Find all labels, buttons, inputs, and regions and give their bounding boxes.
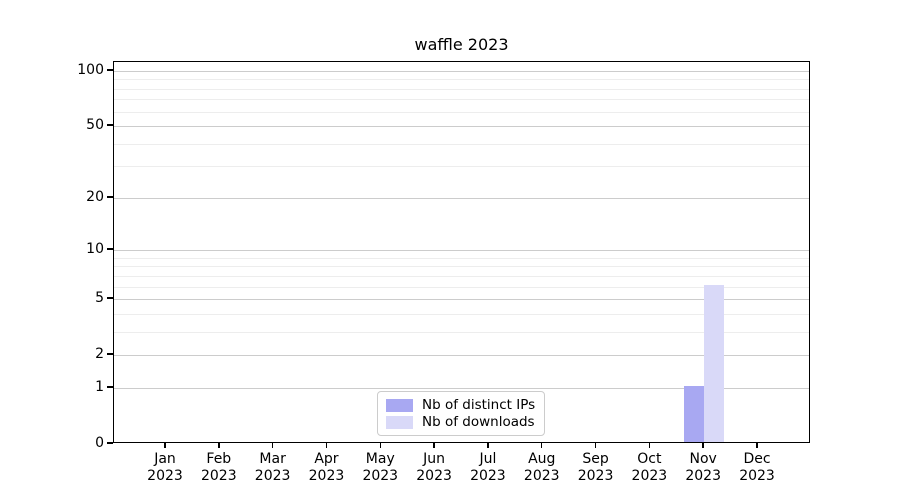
y-tick-label: 0 <box>95 435 104 451</box>
x-tick-mark <box>379 443 382 448</box>
gridline-major <box>114 71 809 72</box>
gridline-minor <box>114 99 809 101</box>
legend-swatch-distinct-ips <box>386 398 413 412</box>
x-tick-mark <box>540 443 543 448</box>
y-tick-label: 20 <box>86 188 104 205</box>
x-tick-mark <box>164 443 166 448</box>
x-tick-label: Mar 2023 <box>254 451 291 484</box>
gridline-minor <box>114 88 809 90</box>
x-tick-label: Sep 2023 <box>577 451 614 484</box>
x-tick-mark <box>702 443 704 448</box>
x-tick-mark <box>218 443 220 448</box>
gridline-minor <box>114 111 809 113</box>
gridline-minor <box>114 266 809 268</box>
y-tick-label: 100 <box>77 62 104 78</box>
x-tick-mark <box>756 443 758 448</box>
y-tick-label: 5 <box>95 290 104 307</box>
gridline-major <box>114 126 809 128</box>
gridline-major <box>114 299 809 301</box>
gridline-major <box>114 197 809 199</box>
gridline-minor <box>114 143 809 145</box>
legend-item-distinct-ips: Nb of distinct IPs <box>386 397 536 413</box>
legend-item-downloads: Nb of downloads <box>386 414 536 430</box>
y-tick-mark <box>107 124 113 126</box>
y-tick-mark <box>107 442 113 444</box>
y-tick-mark <box>107 69 113 71</box>
gridline-minor <box>114 313 809 315</box>
y-tick-label: 50 <box>86 117 104 134</box>
x-tick-mark <box>487 443 489 448</box>
x-tick-mark <box>594 443 597 448</box>
gridline-minor <box>114 257 809 259</box>
x-tick-mark <box>648 443 651 448</box>
x-tick-mark <box>325 443 328 448</box>
gridline-major <box>114 355 809 357</box>
legend-swatch-downloads <box>386 415 413 429</box>
gridline-minor <box>114 275 809 277</box>
x-tick-label: May 2023 <box>362 451 399 484</box>
gridline-major <box>114 250 809 252</box>
x-tick-label: Jan 2023 <box>147 451 183 484</box>
y-tick-mark <box>107 248 113 250</box>
x-tick-mark <box>271 443 274 448</box>
y-tick-mark <box>107 196 113 198</box>
x-tick-label: Jul 2023 <box>470 451 506 484</box>
gridline-minor <box>114 166 809 168</box>
y-tick-mark <box>107 386 113 388</box>
x-tick-label: Feb 2023 <box>200 451 237 484</box>
bar-distinct-ips <box>684 385 705 442</box>
x-tick-label: Jun 2023 <box>416 451 452 484</box>
gridline-major <box>114 387 809 389</box>
y-tick-label: 1 <box>95 378 104 395</box>
y-tick-mark <box>107 297 113 299</box>
gridline-minor <box>114 331 809 333</box>
legend: Nb of distinct IPs Nb of downloads <box>377 391 545 436</box>
y-tick-label: 10 <box>86 241 104 258</box>
chart-title: waffle 2023 <box>414 35 509 54</box>
gridline-minor <box>114 79 809 81</box>
x-tick-mark <box>433 443 435 448</box>
x-tick-label: Aug 2023 <box>523 451 560 484</box>
y-tick-label: 2 <box>95 346 104 363</box>
x-tick-label: Oct 2023 <box>631 451 668 484</box>
x-tick-label: Apr 2023 <box>308 451 345 484</box>
legend-label-downloads: Nb of downloads <box>422 414 535 430</box>
y-tick-mark <box>107 353 113 355</box>
x-tick-label: Dec 2023 <box>739 451 775 484</box>
gridline-minor <box>114 286 809 288</box>
legend-label-distinct-ips: Nb of distinct IPs <box>422 397 536 413</box>
plot-area <box>113 61 810 443</box>
x-tick-label: Nov 2023 <box>685 451 721 484</box>
bar-downloads <box>704 284 725 442</box>
